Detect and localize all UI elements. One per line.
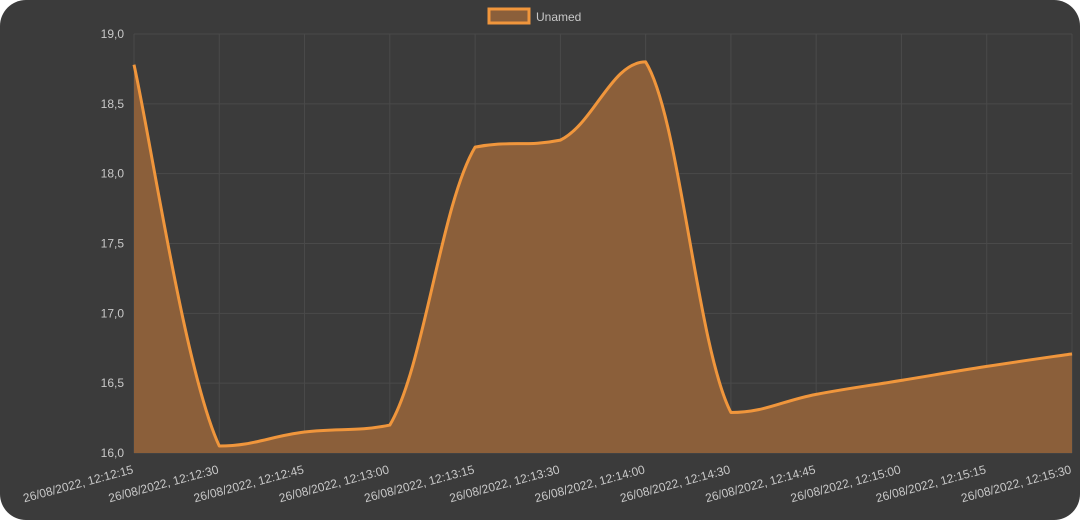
y-axis: 19,0 18,5 18,0 17,5 17,0 16,5 16,0 bbox=[101, 27, 125, 460]
data-point bbox=[1070, 352, 1074, 356]
legend-label[interactable]: Unamed bbox=[536, 10, 581, 24]
y-tick-label: 19,0 bbox=[101, 27, 125, 41]
data-point bbox=[644, 60, 648, 64]
data-point bbox=[729, 410, 733, 414]
y-tick-label: 18,0 bbox=[101, 167, 125, 181]
y-tick-label: 17,0 bbox=[101, 306, 125, 320]
data-point bbox=[985, 364, 989, 368]
data-point bbox=[814, 392, 818, 396]
legend[interactable]: Unamed bbox=[487, 7, 581, 25]
y-tick-label: 16,0 bbox=[101, 446, 125, 460]
data-point bbox=[899, 378, 903, 382]
y-tick-label: 16,5 bbox=[101, 376, 125, 390]
data-point bbox=[473, 145, 477, 149]
data-point bbox=[388, 423, 392, 427]
data-point bbox=[217, 444, 221, 448]
y-tick-label: 17,5 bbox=[101, 237, 125, 251]
data-point bbox=[303, 430, 307, 434]
series-area bbox=[134, 61, 1072, 453]
data-point bbox=[558, 138, 562, 142]
y-tick-label: 18,5 bbox=[101, 97, 125, 111]
legend-swatch[interactable] bbox=[487, 7, 531, 25]
series-line bbox=[132, 60, 1073, 448]
area-layer bbox=[132, 60, 1074, 453]
data-point bbox=[132, 63, 136, 67]
